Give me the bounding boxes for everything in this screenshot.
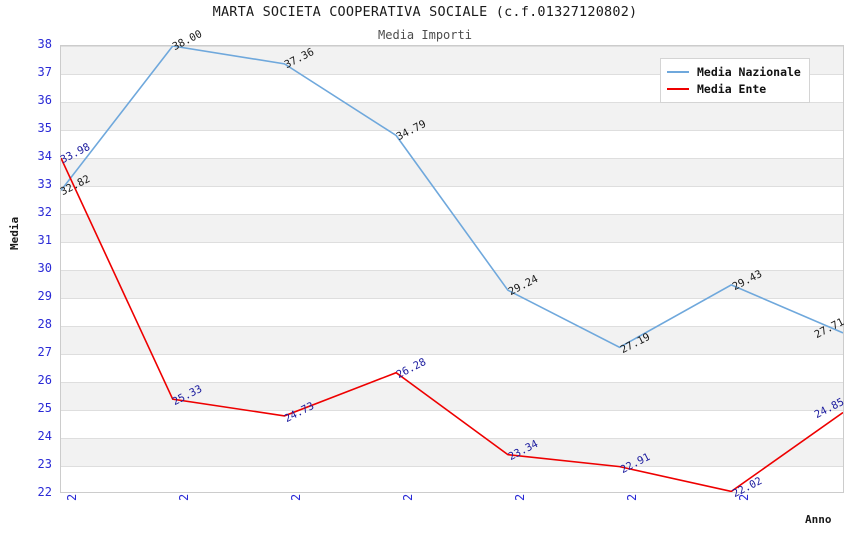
y-axis-tick-38: 38 [37, 37, 52, 51]
gridline [61, 46, 843, 47]
gridline [61, 242, 843, 243]
y-axis-tick-33: 33 [37, 177, 52, 191]
legend-swatch-media-nazionale [667, 70, 689, 73]
gridline [61, 102, 843, 103]
legend-swatch-media-ente [667, 87, 689, 90]
gridline [61, 158, 843, 159]
gridline [61, 186, 843, 187]
series-lines [61, 46, 843, 492]
plot-area [60, 45, 844, 493]
y-axis-tick-37: 37 [37, 65, 52, 79]
y-axis-tick-32: 32 [37, 205, 52, 219]
y-axis-tick-30: 30 [37, 261, 52, 275]
gridline [61, 130, 843, 131]
legend-item-media-nazionale[interactable]: Media Nazionale [667, 63, 801, 80]
chart-subtitle: Media Importi [378, 28, 472, 42]
series-line-media-ente [61, 157, 843, 492]
chart-title: MARTA SOCIETA COOPERATIVA SOCIALE (c.f.0… [212, 4, 638, 20]
x-axis-label: Anno [805, 513, 832, 526]
y-axis-tick-36: 36 [37, 93, 52, 107]
y-axis-tick-25: 25 [37, 401, 52, 415]
y-axis-tick-31: 31 [37, 233, 52, 247]
y-axis-tick-28: 28 [37, 317, 52, 331]
background-band [61, 270, 843, 298]
gridline [61, 326, 843, 327]
legend-label-media-ente: Media Ente [697, 81, 767, 96]
y-axis-tick-23: 23 [37, 457, 52, 471]
legend-item-media-ente[interactable]: Media Ente [667, 80, 801, 97]
y-axis-tick-29: 29 [37, 289, 52, 303]
chart-legend: Media Nazionale Media Ente [660, 58, 810, 103]
background-band [61, 214, 843, 242]
background-band [61, 382, 843, 410]
gridline [61, 214, 843, 215]
series-line-media-nazionale [61, 46, 843, 349]
gridline [61, 438, 843, 439]
background-band [61, 102, 843, 130]
gridline [61, 298, 843, 299]
y-axis-tick-22: 22 [37, 485, 52, 499]
gridline [61, 354, 843, 355]
gridline [61, 270, 843, 271]
gridline [61, 466, 843, 467]
y-axis-tick-35: 35 [37, 121, 52, 135]
gridline [61, 410, 843, 411]
gridline [61, 74, 843, 75]
background-band [61, 438, 843, 466]
background-band [61, 158, 843, 186]
legend-label-media-nazionale: Media Nazionale [697, 64, 801, 79]
y-axis-tick-34: 34 [37, 149, 52, 163]
background-band [61, 326, 843, 354]
gridline [61, 382, 843, 383]
y-axis-tick-26: 26 [37, 373, 52, 387]
y-axis-tick-27: 27 [37, 345, 52, 359]
y-axis-tick-24: 24 [37, 429, 52, 443]
